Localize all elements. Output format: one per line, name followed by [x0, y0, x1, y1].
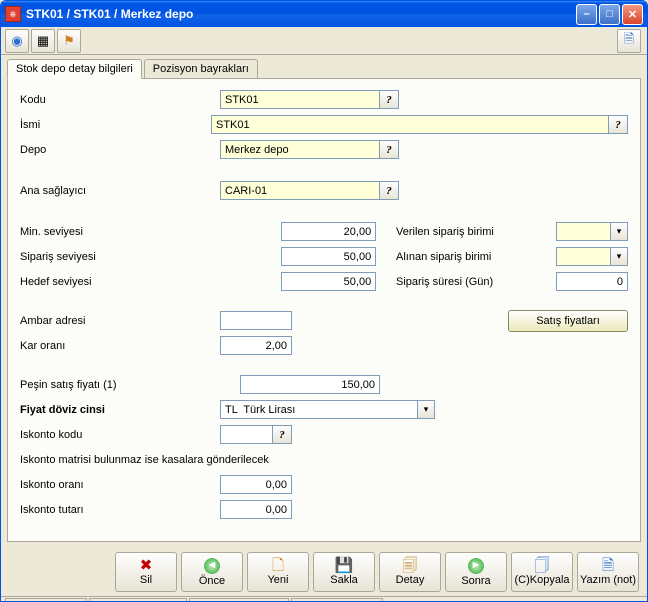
tab-flags[interactable]: Pozisyon bayrakları — [144, 59, 258, 78]
label-iskonto-matris: Iskonto matrisi bulunmaz ise kasalara gö… — [20, 454, 269, 466]
ambar-adresi-input[interactable] — [220, 311, 292, 330]
once-label: Önce — [199, 575, 225, 587]
label-pesin-satis: Peşin satış fiyatı (1) — [20, 379, 220, 391]
hedef-seviye-input[interactable] — [281, 272, 376, 291]
sil-button[interactable]: ✖ Sil — [115, 552, 177, 592]
siparis-sure-input[interactable] — [556, 272, 628, 291]
sil-label: Sil — [140, 574, 152, 586]
window-title: STK01 / STK01 / Merkez depo — [26, 7, 576, 21]
iskonto-orani-input[interactable] — [220, 475, 292, 494]
kodu-input[interactable] — [220, 90, 380, 109]
iskonto-tutari-input[interactable] — [220, 500, 292, 519]
status-kayit-no: [ Kayıt no : 0 ] — [5, 598, 87, 602]
tab-detail[interactable]: Stok depo detay bilgileri — [7, 59, 142, 79]
pesin-satis-input[interactable] — [240, 375, 380, 394]
label-iskonto-kodu: Iskonto kodu — [20, 429, 220, 441]
detail-icon: 🗐 — [403, 558, 418, 573]
arrow-left-icon: ◄ — [204, 558, 220, 574]
sakla-label: Sakla — [330, 574, 358, 586]
label-verilen-birim: Verilen sipariş birimi — [396, 226, 556, 238]
verilen-birim-input[interactable] — [556, 222, 611, 241]
status-yaz-boz: [ Yaz/boz : Yok ] — [291, 598, 383, 602]
page-icon[interactable]: 🗎 — [617, 29, 641, 53]
label-ambar-adresi: Ambar adresi — [20, 315, 220, 327]
detay-label: Detay — [396, 574, 425, 586]
ana-saglayici-input[interactable] — [220, 181, 380, 200]
verilen-birim-dropdown-button[interactable] — [611, 222, 628, 241]
sonra-label: Sonra — [461, 575, 490, 587]
fiyat-doviz-dropdown-button[interactable] — [418, 400, 435, 419]
save-icon: 💾 — [335, 558, 354, 573]
kodu-lookup-button[interactable]: ? — [380, 90, 399, 109]
delete-icon: ✖ — [140, 558, 153, 573]
ana-saglayici-lookup-button[interactable]: ? — [380, 181, 399, 200]
label-depo: Depo — [20, 144, 220, 156]
alinan-birim-input[interactable] — [556, 247, 611, 266]
kopyala-label: (C)Kopyala — [514, 574, 569, 586]
window: ⎈ STK01 / STK01 / Merkez depo – □ ✕ ◉ ▦ … — [0, 0, 648, 602]
iskonto-kodu-lookup-button[interactable]: ? — [273, 425, 292, 444]
status-kayit-sayisi: [ Kayıt sayısı : 0 ] — [89, 598, 187, 602]
label-siparis-sure: Sipariş süresi (Gün) — [396, 276, 556, 288]
yazim-button[interactable]: 🗎 Yazım (not) — [577, 552, 639, 592]
satis-fiyatlari-button[interactable]: Satış fiyatları — [508, 310, 628, 332]
detay-button[interactable]: 🗐 Detay — [379, 552, 441, 592]
depo-lookup-button[interactable]: ? — [380, 140, 399, 159]
maximize-button[interactable]: □ — [599, 4, 620, 25]
label-iskonto-orani: Iskonto oranı — [20, 479, 220, 491]
ismi-lookup-button[interactable]: ? — [609, 115, 628, 134]
title-bar: ⎈ STK01 / STK01 / Merkez depo – □ ✕ — [1, 1, 647, 27]
tab-bar: Stok depo detay bilgileri Pozisyon bayra… — [7, 59, 641, 78]
app-icon: ⎈ — [5, 6, 21, 22]
siparis-seviye-input[interactable] — [281, 247, 376, 266]
kar-orani-input[interactable] — [220, 336, 292, 355]
arrow-right-icon: ► — [468, 558, 484, 574]
alinan-birim-dropdown-button[interactable] — [611, 247, 628, 266]
yeni-label: Yeni — [267, 574, 288, 586]
yazim-label: Yazım (not) — [580, 574, 636, 586]
sakla-button[interactable]: 💾 Sakla — [313, 552, 375, 592]
copy-icon: 🗍 — [535, 558, 550, 573]
label-ana-saglayici: Ana sağlayıcı — [20, 185, 220, 197]
form-panel: Kodu ? İsmi ? Depo ? Ana sağlayıcı — [7, 78, 641, 542]
min-seviye-input[interactable] — [281, 222, 376, 241]
depo-input[interactable] — [220, 140, 380, 159]
kopyala-button[interactable]: 🗍 (C)Kopyala — [511, 552, 573, 592]
status-ozel-alan: [ Özel alan : Yok ] — [189, 598, 289, 602]
label-min-seviye: Min. seviyesi — [20, 226, 220, 238]
toolbar: ◉ ▦ ⚑ 🗎 — [1, 27, 647, 55]
once-button[interactable]: ◄ Önce — [181, 552, 243, 592]
yeni-button[interactable]: 🗋 Yeni — [247, 552, 309, 592]
label-fiyat-doviz: Fiyat döviz cinsi — [20, 404, 220, 416]
label-iskonto-tutari: Iskonto tutarı — [20, 504, 220, 516]
label-ismi: İsmi — [20, 119, 211, 131]
fiyat-doviz-input[interactable] — [220, 400, 418, 419]
label-kar-orani: Kar oranı — [20, 340, 220, 352]
ismi-input[interactable] — [211, 115, 609, 134]
grid-icon[interactable]: ▦ — [31, 29, 55, 53]
label-siparis-seviye: Sipariş seviyesi — [20, 251, 220, 263]
status-bar: [ Kayıt no : 0 ] [ Kayıt sayısı : 0 ] [ … — [1, 596, 647, 602]
label-kodu: Kodu — [20, 94, 220, 106]
iskonto-kodu-input[interactable] — [220, 425, 273, 444]
refresh-icon[interactable]: ◉ — [5, 29, 29, 53]
label-alinan-birim: Alınan sipariş birimi — [396, 251, 556, 263]
sonra-button[interactable]: ► Sonra — [445, 552, 507, 592]
label-hedef-seviye: Hedef seviyesi — [20, 276, 220, 288]
minimize-button[interactable]: – — [576, 4, 597, 25]
flag-icon[interactable]: ⚑ — [57, 29, 81, 53]
new-file-icon: 🗋 — [272, 558, 284, 573]
note-icon: 🗎 — [602, 558, 614, 573]
close-button[interactable]: ✕ — [622, 4, 643, 25]
action-toolbar: ✖ Sil ◄ Önce 🗋 Yeni 💾 Sakla 🗐 Detay ► So… — [1, 548, 647, 596]
